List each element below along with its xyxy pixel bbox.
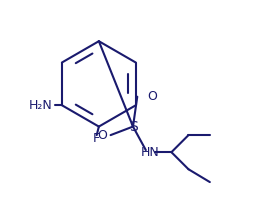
Text: H₂N: H₂N	[28, 99, 52, 112]
Text: O: O	[147, 90, 157, 103]
Text: S: S	[129, 120, 137, 134]
Text: O: O	[98, 129, 107, 142]
Text: HN: HN	[141, 146, 159, 159]
Text: F: F	[93, 132, 100, 145]
